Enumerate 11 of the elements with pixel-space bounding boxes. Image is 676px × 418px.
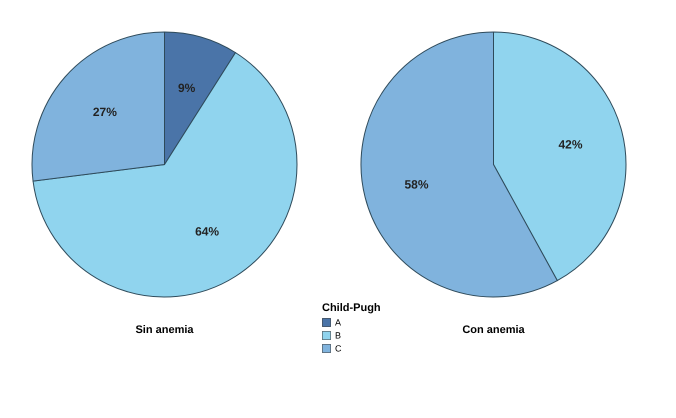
data-label: 58% — [404, 177, 429, 192]
legend-label: A — [335, 318, 342, 328]
data-label: 42% — [558, 138, 583, 152]
text: Sin anemia — [135, 324, 194, 336]
text: Con anemia — [462, 324, 526, 336]
data-label: 27% — [92, 104, 118, 119]
data-label: 64% — [195, 224, 220, 239]
data-label: 9% — [178, 81, 196, 96]
legend-title: Child-Pugh — [322, 302, 381, 314]
legend-label: B — [335, 330, 342, 340]
legend-label: C — [335, 344, 342, 354]
